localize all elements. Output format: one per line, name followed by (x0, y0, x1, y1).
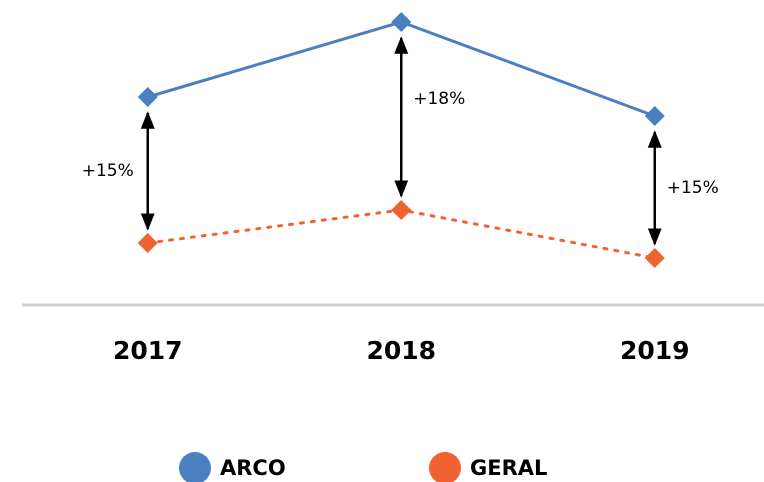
marker (644, 106, 665, 126)
x-tick-label: 2017 (113, 336, 183, 365)
marker (137, 87, 158, 107)
x-tick-label: 2019 (620, 336, 690, 365)
marker (391, 200, 412, 220)
annotation: +15% (82, 161, 134, 181)
marker (391, 12, 412, 32)
marker (644, 248, 665, 268)
legend-label: ARCO (220, 456, 286, 480)
annotation: +15% (667, 178, 719, 198)
legend-label: GERAL (470, 456, 547, 480)
annotation: +18% (413, 89, 465, 109)
x-tick-label: 2018 (366, 336, 436, 365)
legend-swatch (429, 452, 461, 482)
legend-swatch (179, 452, 211, 482)
marker (137, 233, 158, 253)
